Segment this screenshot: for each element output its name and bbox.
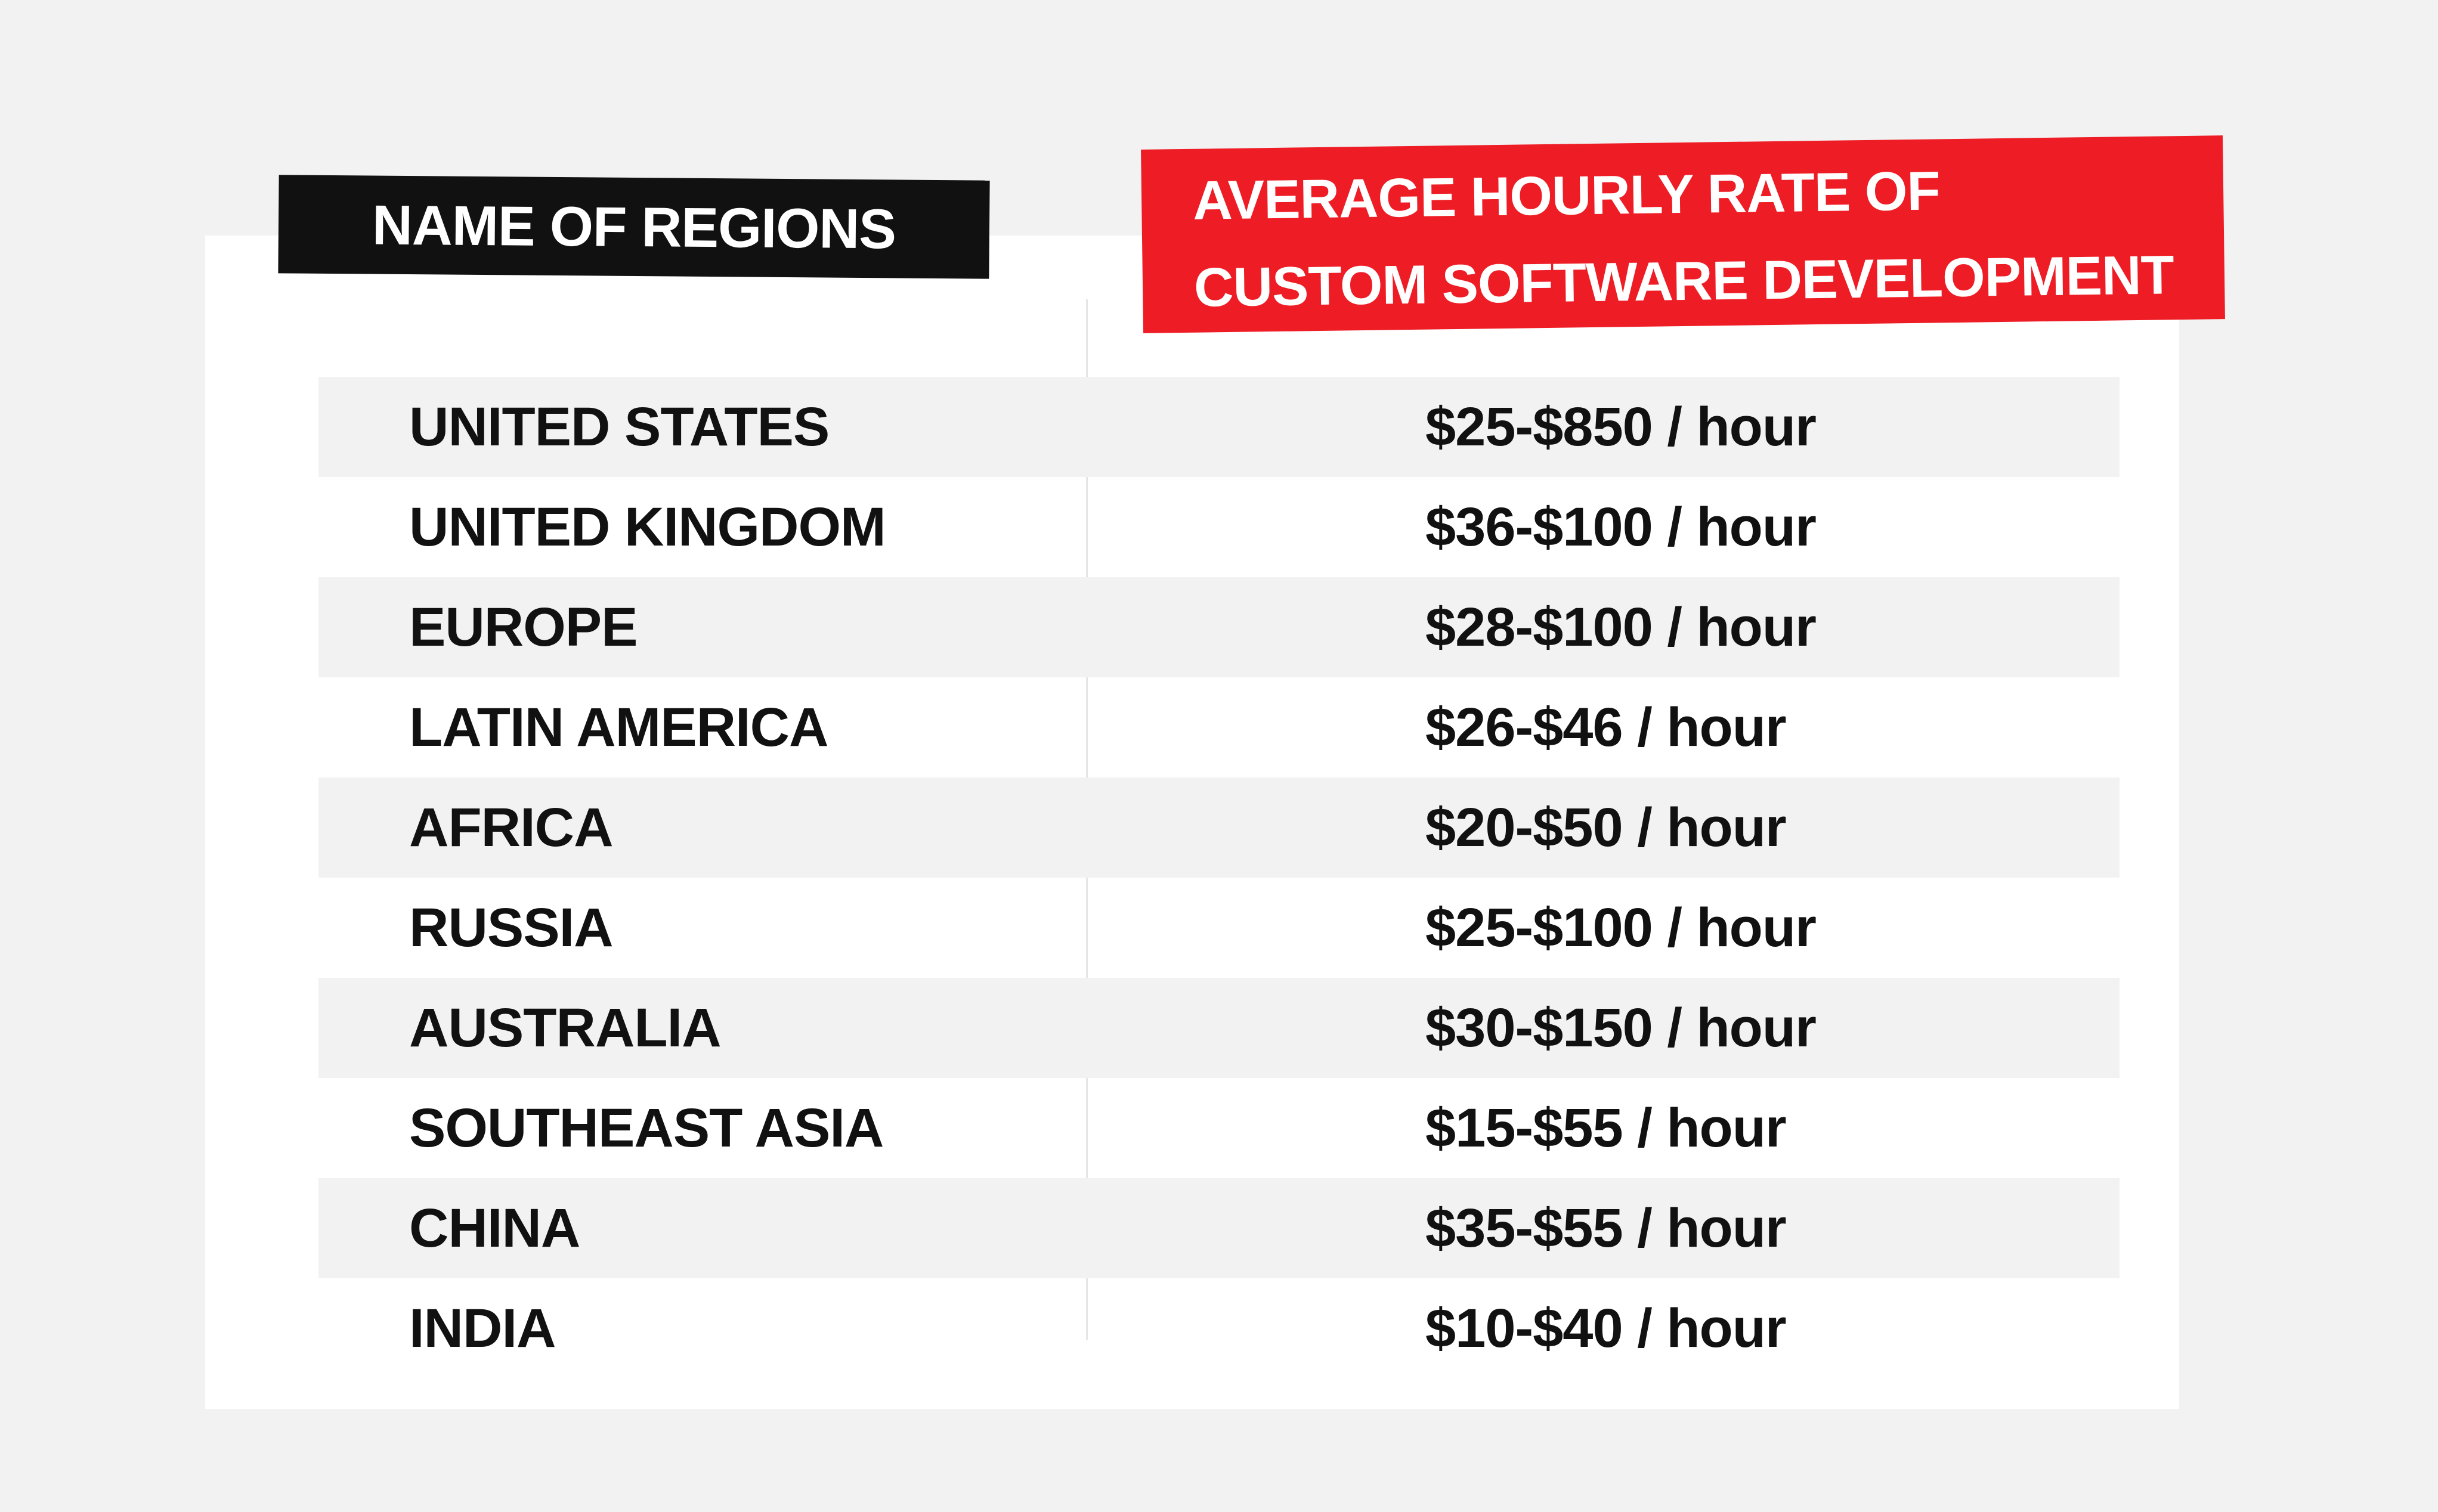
hourly-rate: $25-$100 / hour [1425, 897, 1817, 958]
table-row: EUROPE $28-$100 / hour [318, 577, 2120, 677]
region-name: EUROPE [409, 596, 638, 658]
rate-header-line-1: AVERAGE HOURLY RATE OF [1192, 160, 1941, 231]
rate-table-rows: UNITED STATES $25-$850 / hour UNITED KIN… [318, 377, 2120, 1378]
region-name: INDIA [409, 1297, 556, 1359]
hourly-rate: $26-$46 / hour [1425, 696, 1787, 758]
table-row: AUSTRALIA $30-$150 / hour [318, 978, 2120, 1078]
regions-header-label: NAME OF REGIONS [372, 193, 896, 260]
hourly-rate: $36-$100 / hour [1425, 496, 1817, 557]
rate-header: AVERAGE HOURLY RATE OF CUSTOM SOFTWARE D… [1141, 135, 2225, 333]
region-name: UNITED STATES [409, 396, 830, 457]
table-row: INDIA $10-$40 / hour [318, 1278, 2120, 1378]
regions-header: NAME OF REGIONS [278, 175, 990, 279]
region-name: AFRICA [409, 797, 614, 858]
hourly-rate: $25-$850 / hour [1425, 396, 1817, 457]
hourly-rate: $20-$50 / hour [1425, 797, 1787, 858]
table-row: LATIN AMERICA $26-$46 / hour [318, 677, 2120, 777]
table-row: RUSSIA $25-$100 / hour [318, 878, 2120, 978]
table-row: AFRICA $20-$50 / hour [318, 777, 2120, 878]
table-row: CHINA $35-$55 / hour [318, 1178, 2120, 1278]
region-name: AUSTRALIA [409, 997, 722, 1058]
region-name: CHINA [409, 1197, 580, 1259]
hourly-rate: $35-$55 / hour [1425, 1197, 1787, 1259]
hourly-rate: $15-$55 / hour [1425, 1097, 1787, 1158]
table-row: UNITED STATES $25-$850 / hour [318, 377, 2120, 477]
region-name: LATIN AMERICA [409, 696, 828, 758]
hourly-rate: $28-$100 / hour [1425, 596, 1817, 658]
region-name: UNITED KINGDOM [409, 496, 886, 557]
rate-header-line-2: CUSTOM SOFTWARE DEVELOPMENT [1193, 244, 2174, 318]
hourly-rate: $30-$150 / hour [1425, 997, 1817, 1058]
region-name: RUSSIA [409, 897, 614, 958]
table-row: SOUTHEAST ASIA $15-$55 / hour [318, 1078, 2120, 1178]
hourly-rate: $10-$40 / hour [1425, 1297, 1787, 1359]
table-row: UNITED KINGDOM $36-$100 / hour [318, 477, 2120, 577]
region-name: SOUTHEAST ASIA [409, 1097, 884, 1158]
